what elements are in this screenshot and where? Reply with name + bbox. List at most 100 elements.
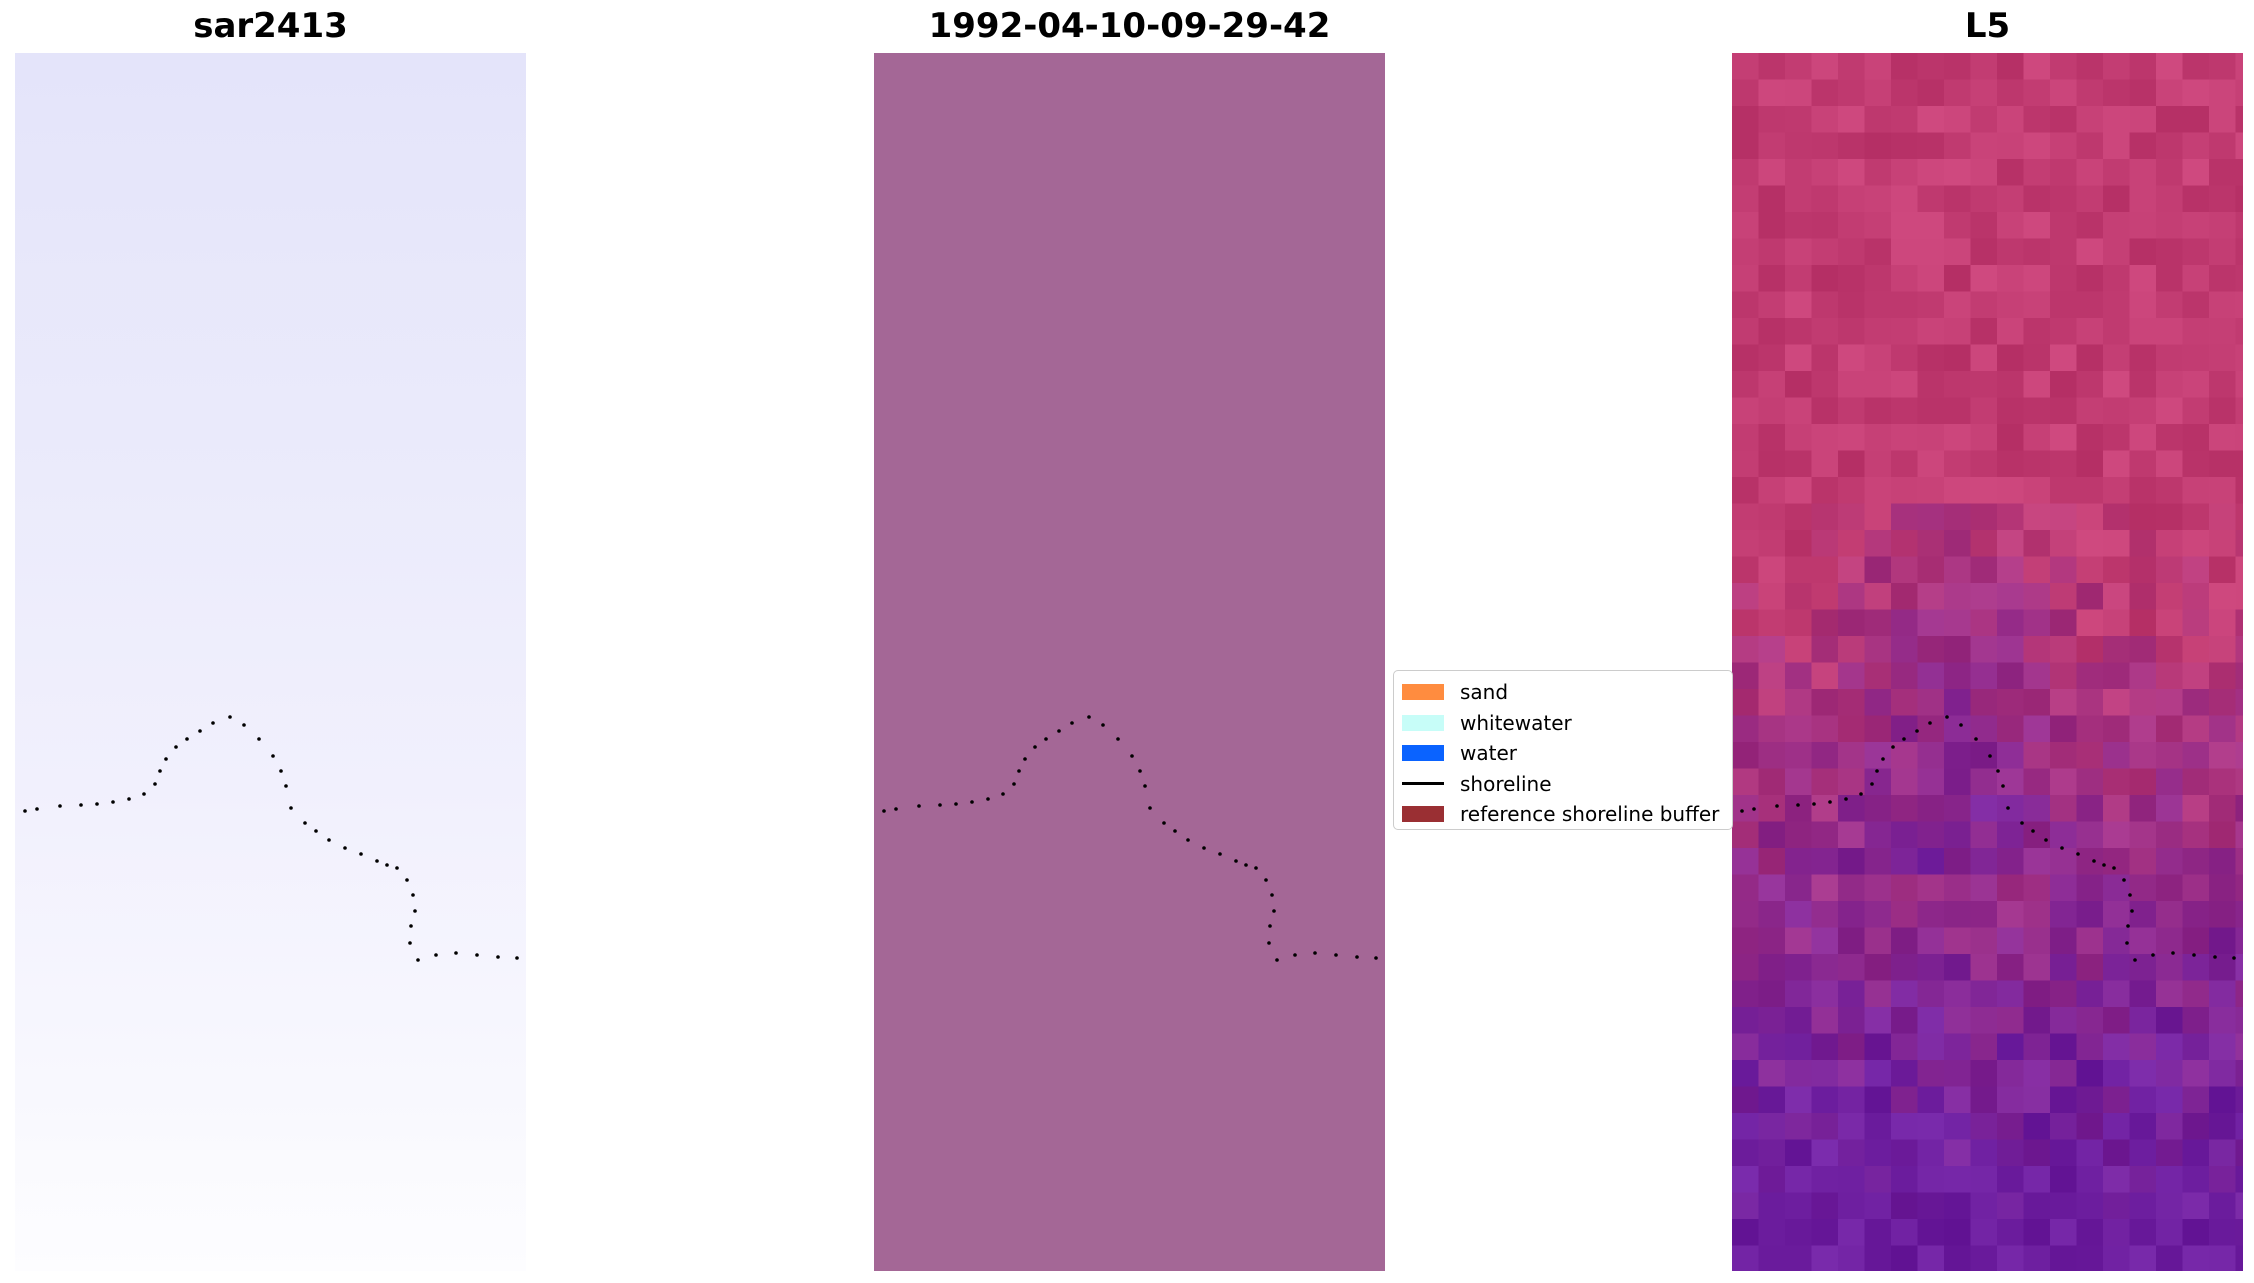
l5-pixel	[1970, 503, 1998, 531]
l5-pixel	[1997, 424, 2025, 452]
l5-pixel	[2156, 609, 2184, 637]
shoreline-point	[1974, 737, 1978, 741]
shoreline-point	[1173, 829, 1177, 833]
l5-pixel	[2156, 132, 2184, 160]
l5-pixel	[2156, 530, 2184, 558]
l5-pixel	[1864, 636, 1892, 664]
l5-pixel	[1970, 132, 1998, 160]
l5-pixel	[1838, 1113, 1866, 1141]
l5-pixel	[2103, 1219, 2131, 1247]
l5-pixel	[1838, 583, 1866, 611]
l5-pixel	[1997, 742, 2025, 770]
shoreline-point	[95, 802, 99, 806]
l5-pixel	[1838, 397, 1866, 425]
l5-pixel	[2103, 397, 2131, 425]
legend-item-whitewater: whitewater	[1402, 708, 1724, 739]
l5-pixel	[2182, 1113, 2210, 1141]
reference-buffer-swatch	[1402, 806, 1444, 823]
l5-pixel	[2156, 556, 2184, 584]
l5-pixel	[1811, 927, 1839, 955]
l5-pixel	[2023, 980, 2051, 1008]
l5-pixel	[1732, 954, 1760, 982]
l5-pixel	[1732, 450, 1760, 478]
l5-pixel	[1891, 1219, 1919, 1247]
l5-pixel	[1758, 1219, 1786, 1247]
l5-pixel	[2209, 344, 2237, 372]
l5-pixel	[2235, 1113, 2243, 1141]
l5-pixel	[2050, 1113, 2078, 1141]
l5-pixel	[1785, 768, 1813, 796]
l5-pixel	[1758, 132, 1786, 160]
l5-pixel	[1838, 318, 1866, 346]
shoreline-point	[1928, 721, 1932, 725]
shoreline-point	[1057, 729, 1061, 733]
l5-pixel	[2076, 291, 2104, 319]
l5-pixel	[1838, 1060, 1866, 1088]
l5-pixel	[1891, 1166, 1919, 1194]
l5-pixel	[2023, 954, 2051, 982]
l5-pixel	[1891, 106, 1919, 134]
l5-pixel	[1917, 609, 1945, 637]
l5-pixel	[1785, 689, 1813, 717]
l5-pixel	[1732, 874, 1760, 902]
l5-pixel	[1811, 662, 1839, 690]
l5-pixel	[2076, 1113, 2104, 1141]
l5-pixel	[2209, 1166, 2237, 1194]
l5-pixel	[1970, 583, 1998, 611]
l5-pixel	[2235, 609, 2243, 637]
l5-pixel	[2156, 1245, 2184, 1271]
l5-pixel	[1997, 1245, 2025, 1271]
l5-pixel	[1917, 1113, 1945, 1141]
l5-pixel	[2156, 212, 2184, 240]
l5-pixel	[1997, 1007, 2025, 1035]
l5-pixel	[1970, 106, 1998, 134]
l5-pixel	[1891, 1139, 1919, 1167]
l5-pixel	[1785, 106, 1813, 134]
legend: sand whitewater water shoreline referenc…	[1393, 670, 1733, 830]
l5-pixel	[1732, 636, 1760, 664]
l5-pixel	[1732, 609, 1760, 637]
l5-pixel	[2156, 1219, 2184, 1247]
l5-pixel	[1997, 106, 2025, 134]
l5-pixel	[1732, 848, 1760, 876]
l5-pixel	[2182, 424, 2210, 452]
l5-pixel	[2103, 821, 2131, 849]
l5-pixel	[1732, 424, 1760, 452]
shoreline-point	[1740, 809, 1744, 813]
l5-pixel	[1811, 1219, 1839, 1247]
l5-pixel	[1997, 159, 2025, 187]
shoreline-point	[1202, 846, 1206, 850]
l5-pixel	[1785, 344, 1813, 372]
l5-pixel	[2209, 1113, 2237, 1141]
l5-pixel	[1891, 159, 1919, 187]
l5-pixel	[2235, 265, 2243, 293]
l5-pixel	[1944, 874, 1972, 902]
l5-pixel	[1891, 344, 1919, 372]
l5-pixel	[2129, 530, 2157, 558]
l5-pixel	[2235, 1086, 2243, 1114]
l5-pixel	[1997, 1166, 2025, 1194]
l5-pixel	[2235, 159, 2243, 187]
l5-pixel	[2235, 689, 2243, 717]
l5-pixel	[2076, 106, 2104, 134]
l5-pixel	[1917, 397, 1945, 425]
l5-pixel	[1758, 848, 1786, 876]
l5-pixel	[2235, 1060, 2243, 1088]
l5-pixel	[1732, 318, 1760, 346]
l5-pixel	[1758, 106, 1786, 134]
l5-pixel	[2156, 291, 2184, 319]
legend-item-sand: sand	[1402, 677, 1724, 708]
l5-pixel	[2235, 79, 2243, 107]
l5-pixel	[1811, 477, 1839, 505]
l5-pixel	[2050, 318, 2078, 346]
l5-pixel	[2023, 371, 2051, 399]
l5-pixel	[2182, 1219, 2210, 1247]
shoreline-point	[2044, 838, 2048, 842]
l5-pixel	[1758, 159, 1786, 187]
shoreline-point	[395, 866, 399, 870]
l5-pixel	[1758, 530, 1786, 558]
l5-pixel	[1917, 53, 1945, 81]
l5-pixel	[2076, 53, 2104, 81]
l5-pixel	[2050, 556, 2078, 584]
l5-pixel	[1917, 212, 1945, 240]
